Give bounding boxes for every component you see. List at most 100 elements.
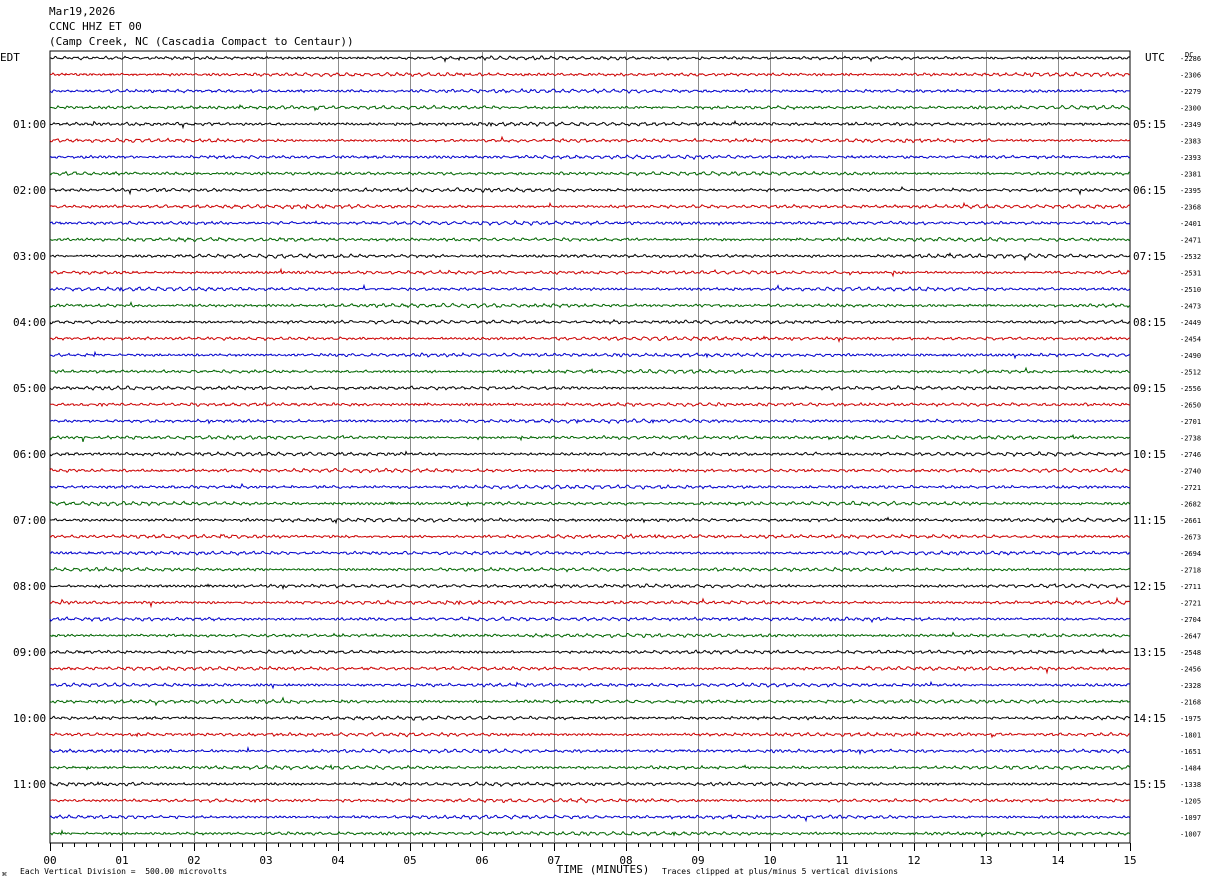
seismic-trace	[49, 550, 1131, 556]
dc-offset-label: -2746	[1180, 451, 1201, 459]
dc-offset-label: -2473	[1180, 303, 1201, 311]
x-tick-label: 10	[763, 854, 776, 867]
seismic-trace	[49, 797, 1131, 804]
seismic-trace	[49, 730, 1131, 739]
seismic-trace	[50, 55, 1131, 63]
x-tick-label: 11	[835, 854, 848, 867]
seismic-trace	[49, 401, 1131, 408]
right-hour-label: 07:15	[1133, 250, 1166, 263]
dc-offset-label: -2456	[1180, 666, 1201, 674]
plot-frame	[49, 50, 1131, 844]
left-hour-label: 09:00	[13, 646, 46, 659]
seismic-trace	[49, 350, 1130, 360]
dc-offset-label: -2682	[1180, 501, 1201, 509]
seismic-trace	[49, 596, 1131, 609]
station-location: (Camp Creek, NC (Cascadia Compact to Cen…	[49, 35, 354, 48]
dc-offset-label: -2704	[1180, 616, 1201, 624]
left-hour-label: 03:00	[13, 250, 46, 263]
x-axis-label: TIME (MINUTES)	[557, 863, 650, 876]
seismic-trace	[49, 88, 1131, 94]
dc-offset-label: -1975	[1180, 715, 1201, 723]
right-hour-label: 08:15	[1133, 316, 1166, 329]
dc-offset-label: -2401	[1180, 220, 1201, 228]
right-hour-label: 10:15	[1133, 448, 1166, 461]
dc-offset-label: -2701	[1180, 418, 1201, 426]
x-tick-label: 02	[187, 854, 200, 867]
scale-note: Each Vertical Division = 500.00 microvol…	[20, 867, 228, 876]
seismic-trace	[49, 252, 1131, 262]
seismic-trace	[49, 366, 1131, 375]
right-hour-label: 11:15	[1133, 514, 1166, 527]
seismic-trace	[49, 384, 1131, 391]
seismic-trace	[49, 696, 1131, 707]
x-tick-label: 07	[547, 854, 560, 867]
right-hour-label: 14:15	[1133, 712, 1166, 725]
seismic-trace	[49, 267, 1130, 278]
seismic-trace	[49, 219, 1131, 227]
dc-offset-label: -2721	[1180, 600, 1201, 608]
dc-offset-label: -2531	[1180, 270, 1201, 278]
x-tick-label: 08	[619, 854, 632, 867]
seismic-trace	[49, 500, 1131, 508]
seismic-trace	[49, 135, 1131, 144]
dc-offset-label: -1338	[1180, 781, 1201, 789]
dc-offset-label: -2449	[1180, 319, 1201, 327]
right-timezone-label: UTC	[1145, 51, 1165, 64]
dc-offset-label: -1007	[1180, 831, 1201, 839]
dc-offset-label: -2349	[1180, 121, 1201, 129]
seismic-trace	[50, 516, 1131, 525]
dc-offset-label: -2556	[1180, 385, 1201, 393]
right-hour-label: 05:15	[1133, 118, 1166, 131]
seismic-trace	[49, 566, 1131, 573]
dc-header-label: DC	[1185, 51, 1193, 59]
dc-offset-label: -2368	[1180, 204, 1201, 212]
left-hour-label: 10:00	[13, 712, 46, 725]
dc-offset-label: -2286	[1180, 55, 1201, 63]
seismic-trace	[49, 647, 1131, 656]
dc-offset-label: -1097	[1180, 814, 1201, 822]
seismic-trace	[49, 533, 1131, 540]
left-timezone-label: EDT	[0, 51, 20, 64]
seismic-trace	[49, 450, 1131, 458]
seismic-trace	[49, 104, 1131, 112]
seismic-trace	[49, 318, 1131, 325]
seismic-trace	[49, 467, 1131, 474]
dc-offset-label: -1205	[1180, 798, 1201, 806]
dc-offset-label: -2279	[1180, 88, 1201, 96]
seismic-trace	[49, 763, 1131, 771]
seismic-trace	[49, 814, 1131, 823]
corner-mark-icon: ⌘	[2, 870, 7, 879]
seismic-trace	[49, 665, 1131, 675]
seismic-trace	[50, 71, 1131, 78]
x-tick-label: 00	[43, 854, 56, 867]
x-tick-label: 15	[1123, 854, 1136, 867]
clip-note: Traces clipped at plus/minus 5 vertical …	[662, 867, 899, 876]
seismic-trace	[49, 119, 1131, 130]
dc-offset-label: -1651	[1180, 748, 1201, 756]
seismic-trace	[49, 236, 1131, 243]
x-tick-label: 13	[979, 854, 992, 867]
seismic-trace	[49, 631, 1131, 639]
right-hour-label: 15:15	[1133, 778, 1166, 791]
right-hour-label: 13:15	[1133, 646, 1166, 659]
left-hour-label: 08:00	[13, 580, 46, 593]
seismic-trace	[49, 186, 1130, 196]
dc-offset-label: -2454	[1180, 336, 1201, 344]
dc-offset-label: -2383	[1180, 138, 1201, 146]
seismic-trace	[49, 170, 1131, 177]
left-hour-label: 07:00	[13, 514, 46, 527]
dc-offset-label: -2694	[1180, 550, 1201, 558]
right-hour-label: 12:15	[1133, 580, 1166, 593]
seismic-trace	[49, 201, 1131, 210]
seismic-trace	[49, 680, 1131, 690]
dc-offset-label: -2673	[1180, 534, 1201, 542]
dc-offset-label: -2721	[1180, 484, 1201, 492]
left-hour-label: 06:00	[13, 448, 46, 461]
x-tick-label: 03	[259, 854, 272, 867]
x-tick-label: 14	[1051, 854, 1065, 867]
x-tick-label: 01	[115, 854, 128, 867]
dc-offset-label: -2647	[1180, 633, 1201, 641]
x-tick-label: 06	[475, 854, 488, 867]
seismic-trace	[49, 781, 1131, 788]
